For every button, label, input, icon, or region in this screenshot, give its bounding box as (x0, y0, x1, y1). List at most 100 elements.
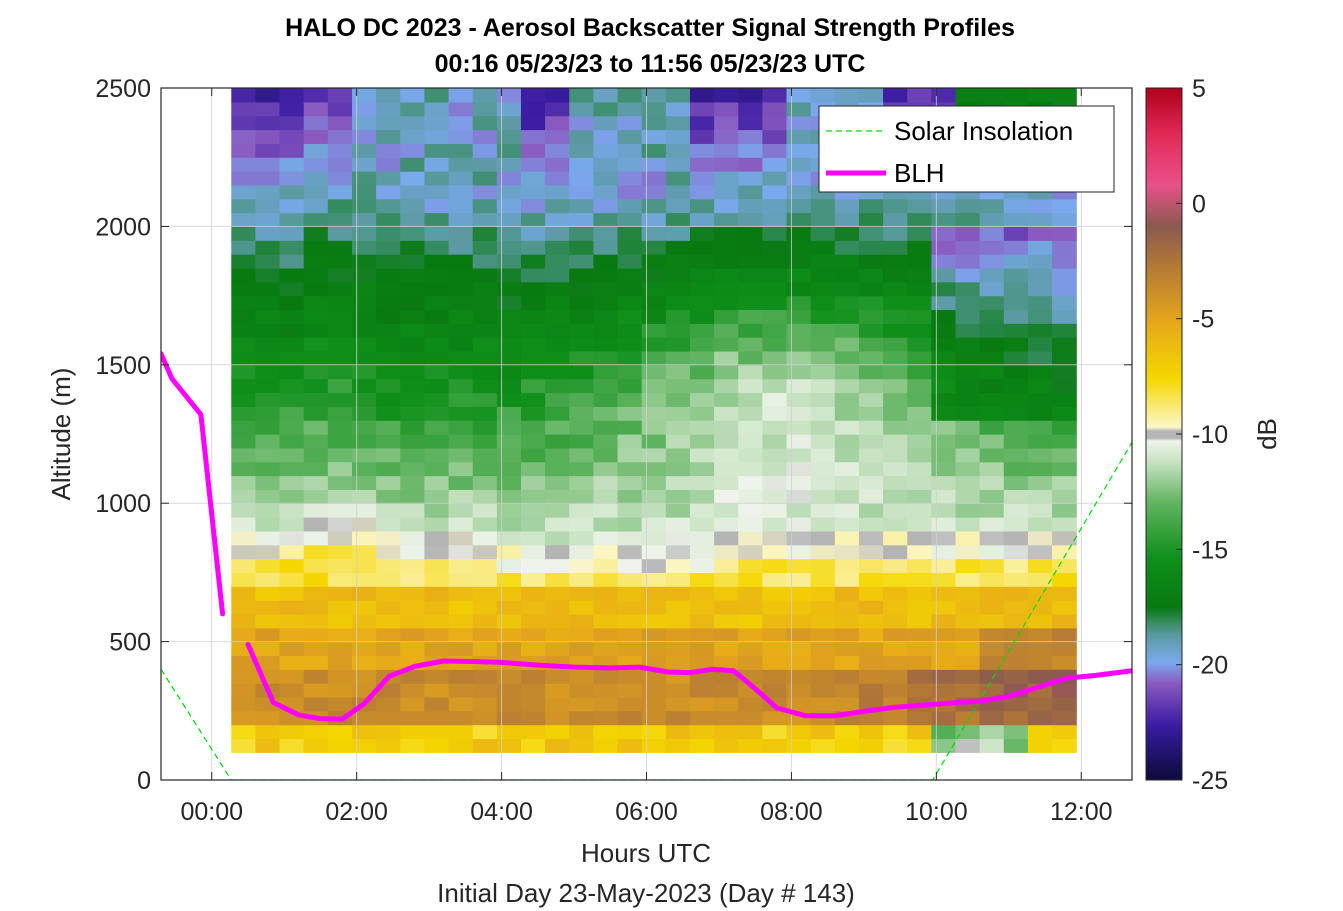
heatmap-cell (738, 254, 763, 269)
heatmap-cell (255, 503, 281, 518)
heatmap-cell (231, 171, 257, 186)
heatmap-cell (883, 447, 908, 463)
heatmap-cell (448, 350, 474, 366)
heatmap-cell (617, 544, 643, 560)
heatmap-cell (496, 309, 522, 324)
heatmap-cell (907, 226, 932, 241)
heatmap-cell (279, 489, 305, 504)
heatmap-cell (714, 558, 739, 573)
heatmap-cell (762, 738, 788, 753)
heatmap-cell (762, 461, 788, 477)
heatmap-cell (231, 281, 257, 297)
heatmap-cell (1027, 544, 1053, 560)
heatmap-cell (1003, 337, 1029, 352)
heatmap-cell (279, 350, 305, 366)
heatmap-cell (834, 683, 860, 698)
heatmap-cell (786, 226, 812, 241)
heatmap-cell (641, 198, 667, 214)
heatmap-cell (448, 530, 474, 546)
heatmap-cell (689, 309, 715, 324)
heatmap-cell (834, 544, 860, 560)
heatmap-cell (327, 337, 353, 352)
heatmap-cell (303, 254, 329, 269)
heatmap-cell (424, 447, 450, 463)
heatmap-cell (255, 434, 281, 449)
heatmap-cell (351, 613, 377, 629)
heatmap-cell (279, 544, 305, 560)
heatmap-cell (617, 489, 643, 504)
heatmap-cell (545, 378, 570, 394)
heatmap-cell (303, 530, 329, 546)
chart-subtitle: 00:16 05/23/23 to 11:56 05/23/23 UTC (435, 50, 866, 78)
heatmap-cell (569, 88, 594, 103)
heatmap-cell (858, 627, 884, 643)
heatmap-cell (762, 434, 788, 449)
heatmap-cell (424, 309, 450, 324)
heatmap-cell (351, 198, 377, 214)
heatmap-cell (472, 683, 498, 698)
heatmap-cell (762, 254, 788, 269)
heatmap-cell (255, 281, 281, 297)
heatmap-cell (496, 461, 522, 477)
heatmap-cell (1052, 392, 1077, 407)
heatmap-cell (883, 613, 908, 629)
heatmap-cell (1003, 558, 1029, 573)
heatmap-cell (327, 641, 353, 657)
heatmap-cell (472, 281, 498, 297)
heatmap-cell (327, 281, 353, 297)
heatmap-cell (689, 738, 715, 753)
heatmap-cell (231, 101, 257, 117)
heatmap-cell (231, 309, 257, 324)
heatmap-cell (665, 88, 691, 103)
heatmap-cell (738, 267, 763, 283)
heatmap-cell (1052, 558, 1077, 573)
heatmap-cell (1052, 88, 1077, 103)
heatmap-cell (569, 434, 594, 449)
heatmap-cell (1052, 447, 1077, 463)
heatmap-cell (786, 212, 812, 227)
heatmap-cell (665, 350, 691, 366)
heatmap-cell (569, 101, 594, 117)
heatmap-cell (641, 267, 667, 283)
heatmap-cell (400, 586, 426, 601)
heatmap-cell (231, 489, 257, 504)
heatmap-cell (1027, 212, 1053, 227)
heatmap-cell (520, 226, 546, 241)
heatmap-cell (1027, 572, 1053, 587)
heatmap-cell (931, 240, 957, 255)
heatmap-cell (448, 212, 474, 227)
heatmap-cell (617, 88, 643, 103)
heatmap-cell (617, 406, 643, 421)
heatmap-cell (569, 378, 594, 394)
heatmap-cell (714, 489, 739, 504)
heatmap-cell (931, 738, 957, 753)
heatmap-cell (327, 696, 353, 712)
heatmap-cell (569, 198, 594, 214)
heatmap-cell (979, 544, 1005, 560)
heatmap-cell (810, 586, 836, 601)
heatmap-cell (351, 420, 377, 435)
heatmap-cell (786, 240, 812, 255)
heatmap-cell (472, 350, 498, 366)
heatmap-cell (714, 378, 739, 394)
heatmap-cell (1003, 503, 1029, 518)
heatmap-cell (738, 696, 763, 712)
heatmap-cell (255, 378, 281, 394)
heatmap-cell (255, 641, 281, 657)
heatmap-cell (255, 406, 281, 421)
heatmap-cell (738, 517, 763, 532)
heatmap-cell (255, 129, 281, 144)
heatmap-cell (762, 115, 788, 131)
heatmap-cell (1027, 558, 1053, 573)
heatmap-cell (883, 627, 908, 643)
heatmap-cell (400, 267, 426, 283)
heatmap-cell (1003, 240, 1029, 255)
heatmap-cell (424, 337, 450, 352)
heatmap-cell (593, 198, 619, 214)
heatmap-cell (786, 572, 812, 587)
heatmap-cell (665, 475, 691, 490)
heatmap-cell (617, 364, 643, 380)
heatmap-cell (786, 184, 812, 200)
heatmap-cell (689, 254, 715, 269)
heatmap-cell (279, 600, 305, 615)
